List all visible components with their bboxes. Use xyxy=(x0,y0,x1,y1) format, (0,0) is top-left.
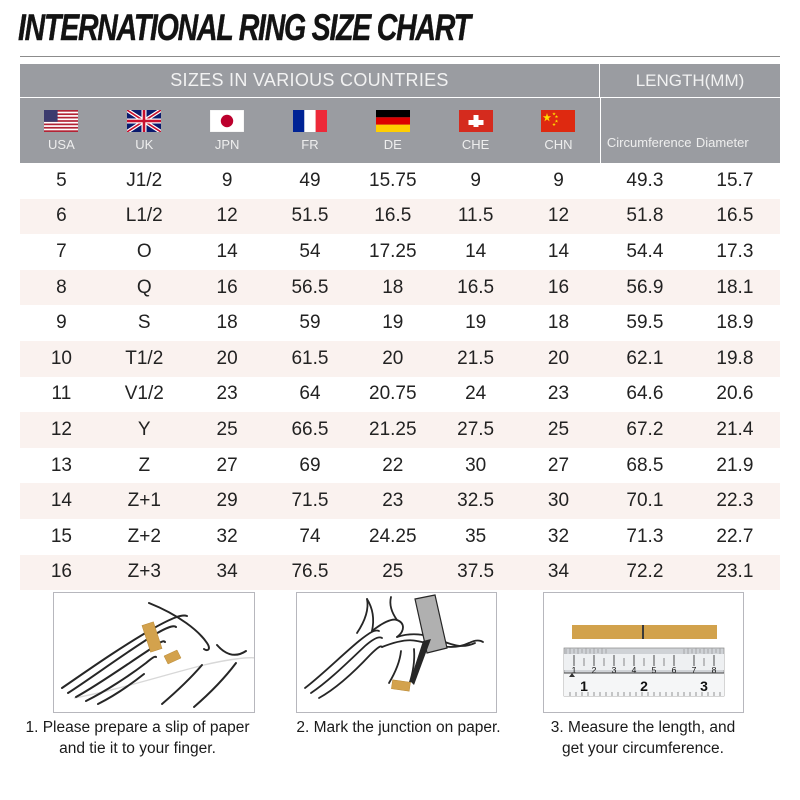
svg-text:2: 2 xyxy=(640,678,648,694)
svg-text:1: 1 xyxy=(580,678,588,694)
svg-text:3: 3 xyxy=(700,678,708,694)
